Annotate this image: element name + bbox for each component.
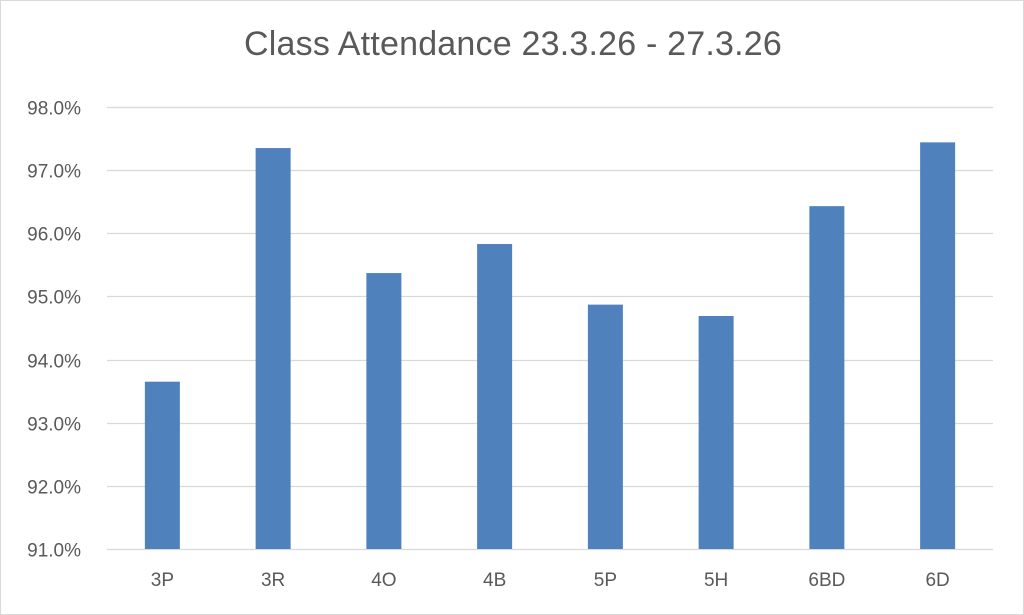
y-axis-ticks: 91.0% 92.0% 93.0% 94.0% 95.0% 96.0% 97.0% 98.0%: [27, 99, 81, 562]
bar-3p: [144, 381, 180, 549]
y-tick-label: 93.0%: [27, 415, 81, 436]
y-tick-label: 92.0%: [27, 478, 81, 499]
x-tick-label: 4B: [483, 570, 506, 591]
x-tick-label: 6BD: [808, 570, 845, 591]
bars: [144, 142, 956, 550]
bar-4o: [366, 273, 402, 549]
gridlines: [107, 106, 993, 551]
x-tick-label: 6D: [925, 570, 949, 591]
y-tick-label: 97.0%: [27, 162, 81, 183]
x-tick-label: 5P: [594, 570, 617, 591]
bar-3r: [255, 148, 291, 550]
x-tick-label: 5H: [704, 570, 728, 591]
x-tick-label: 4O: [371, 570, 396, 591]
x-tick-label: 3R: [261, 570, 285, 591]
y-tick-label: 96.0%: [27, 225, 81, 246]
bar-5h: [698, 316, 734, 549]
bar-6d: [920, 142, 956, 550]
y-tick-label: 98.0%: [27, 99, 81, 120]
y-tick-label: 91.0%: [27, 541, 81, 562]
bar-4b: [477, 244, 513, 549]
y-tick-label: 94.0%: [27, 352, 81, 373]
y-tick-label: 95.0%: [27, 288, 81, 309]
x-axis-ticks: 3P 3R 4O 4B 5P 5H 6BD 6D: [151, 570, 950, 591]
x-tick-label: 3P: [151, 570, 174, 591]
bar-6bd: [809, 206, 845, 550]
bar-5p: [587, 304, 623, 549]
chart-title: Class Attendance 23.3.26 - 27.3.26: [244, 25, 782, 63]
